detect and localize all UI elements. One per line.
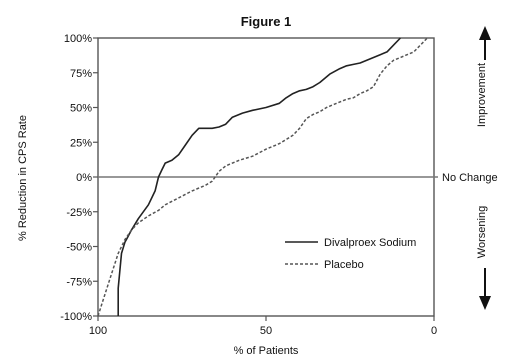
x-axis-ticks: 100 50 0 xyxy=(89,316,437,337)
down-arrow-icon xyxy=(479,268,491,310)
y-tick-label: 75% xyxy=(70,68,92,80)
y-tick-label: -50% xyxy=(66,242,92,254)
y-tick-label: -75% xyxy=(66,276,92,288)
y-tick-label: 25% xyxy=(70,137,92,149)
x-tick-label: 50 xyxy=(260,325,272,337)
legend-label-placebo: Placebo xyxy=(324,259,364,271)
improvement-label: Improvement xyxy=(476,63,488,127)
up-arrow-icon xyxy=(479,26,491,60)
x-axis-label: % of Patients xyxy=(234,345,299,357)
y-tick-label: 50% xyxy=(70,103,92,115)
y-tick-label: 100% xyxy=(64,33,92,45)
y-tick-label: 0% xyxy=(76,172,92,184)
y-axis-ticks: 100% 75% 50% 25% 0% -25% -50% -75% -100% xyxy=(60,33,98,323)
y-tick-label: -25% xyxy=(66,207,92,219)
series-line-placebo xyxy=(97,37,428,317)
y-axis-label: % Reduction in CPS Rate xyxy=(17,115,29,241)
no-change-label: No Change xyxy=(442,172,498,184)
chart-title: Figure 1 xyxy=(241,14,292,29)
x-tick-label: 0 xyxy=(431,325,437,337)
worsening-label: Worsening xyxy=(476,206,488,258)
y-tick-label: -100% xyxy=(60,311,92,323)
x-tick-label: 100 xyxy=(89,325,107,337)
legend-label-divalproex: Divalproex Sodium xyxy=(324,237,416,249)
legend: Divalproex Sodium Placebo xyxy=(285,237,416,271)
series-line-divalproex xyxy=(117,37,401,316)
series-layer xyxy=(97,37,428,317)
